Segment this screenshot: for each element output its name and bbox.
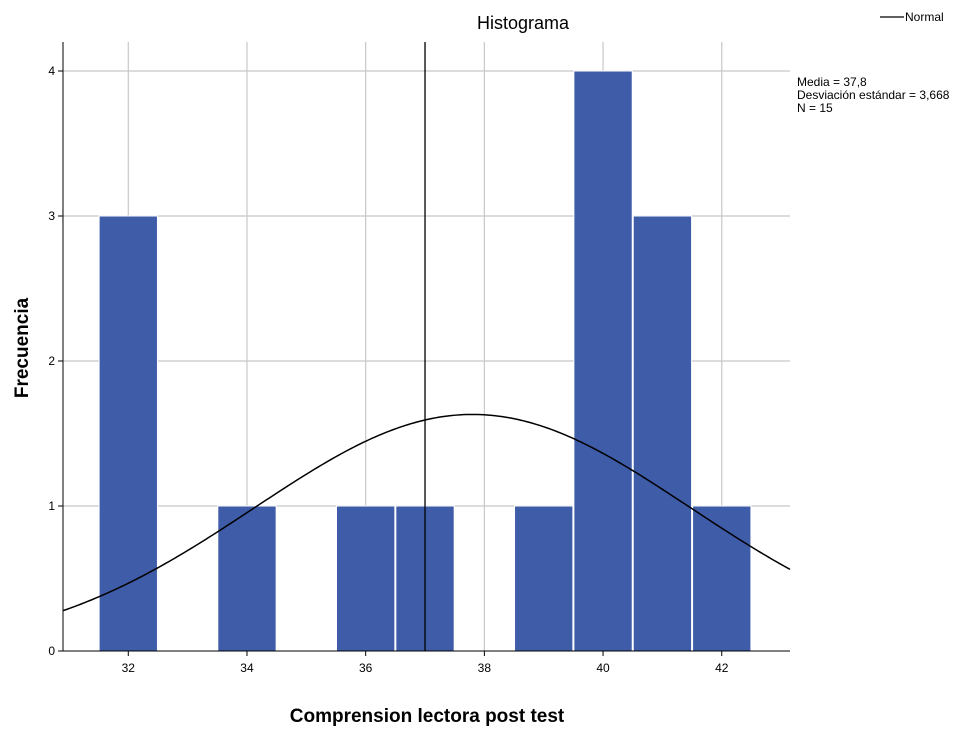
normal-curve-line [62,413,791,612]
y-tick-label: 1 [48,499,55,513]
histogram-bar [98,215,158,652]
x-tick-label: 38 [478,661,492,675]
histogram-bar [632,215,693,652]
y-axis-label: Frecuencia [12,297,33,398]
axes [58,42,790,656]
histogram-bar [692,505,752,652]
stats-line: Media = 37,8 [797,75,867,89]
y-tick-labels: 0 1 2 3 4 [48,64,55,658]
y-tick-label: 0 [48,644,55,658]
x-tick-label: 34 [240,661,254,675]
histogram-bar [573,70,633,652]
chart-title: Histograma [477,13,570,33]
x-tick-label: 36 [359,661,373,675]
x-tick-label: 40 [596,661,610,675]
stats-line: N = 15 [797,101,833,115]
x-axis-label: Comprension lectora post test [290,706,565,727]
legend-normal-label: Normal [905,10,944,24]
histogram-bar [514,505,574,652]
y-tick-label: 3 [48,209,55,223]
histogram-bar [335,505,396,652]
y-tick-label: 4 [48,64,55,78]
normal-curve [62,413,791,612]
x-tick-label: 32 [122,661,136,675]
x-tick-label: 42 [715,661,729,675]
bars [98,70,752,652]
y-tick-label: 2 [48,354,55,368]
histogram-bar [217,505,277,652]
legend: Normal [880,10,944,24]
stats-line: Desviación estándar = 3,668 [797,88,950,102]
x-tick-labels: 32 34 36 38 40 42 [122,661,729,675]
